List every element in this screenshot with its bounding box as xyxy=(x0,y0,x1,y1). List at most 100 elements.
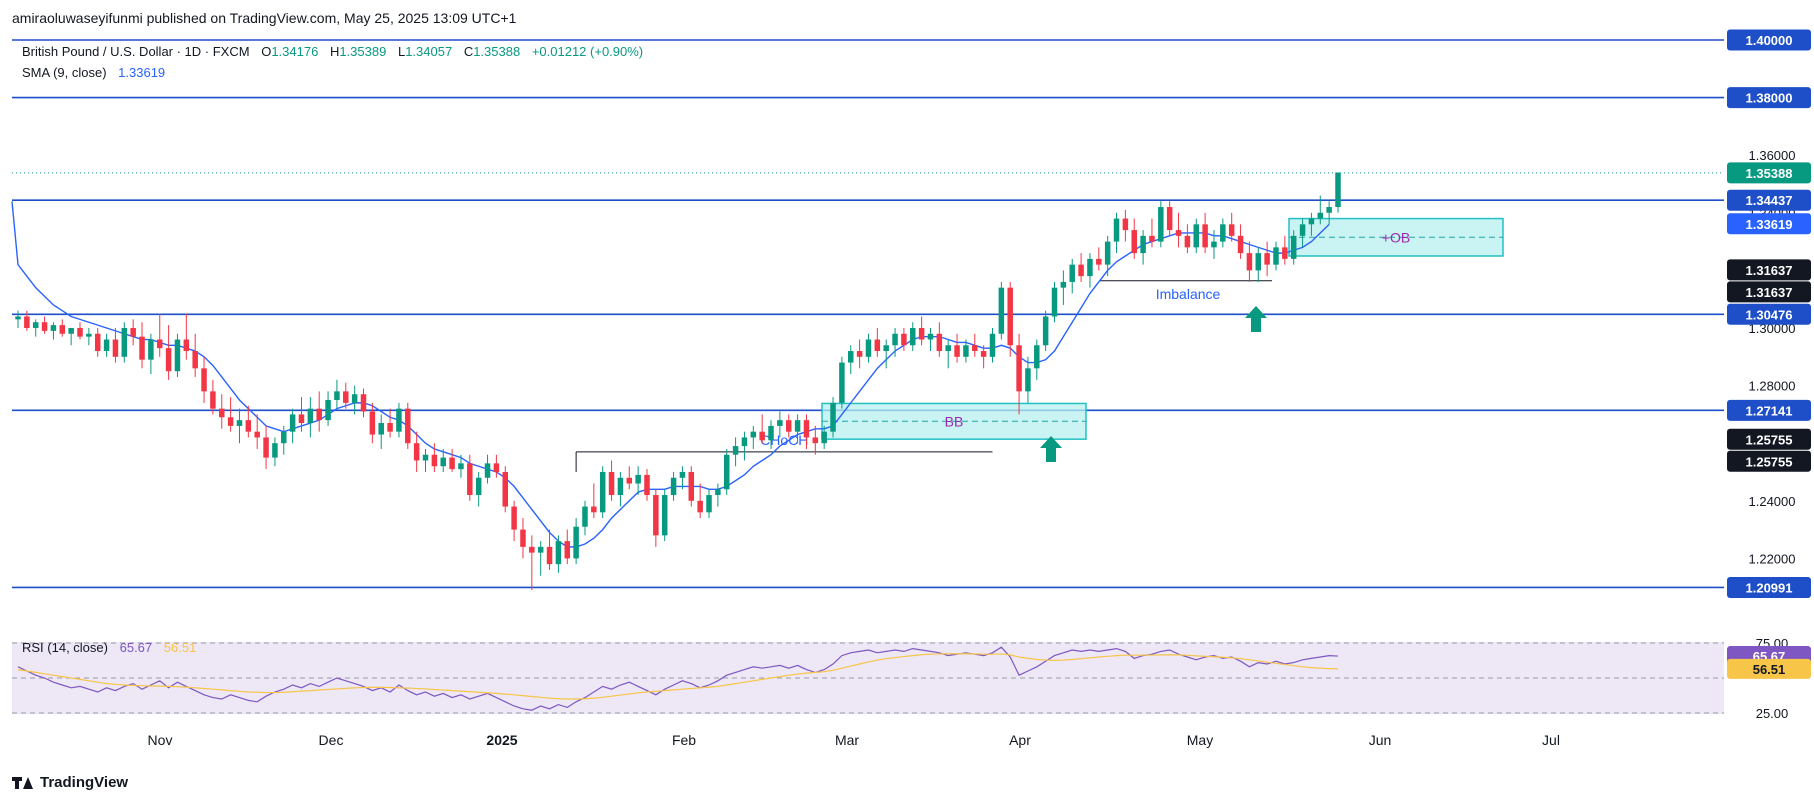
candle xyxy=(1299,218,1306,248)
candle-body xyxy=(785,420,792,432)
tradingview-brand: TradingView xyxy=(12,774,128,791)
rsi-ma-value-tag-text: 56.51 xyxy=(1753,662,1786,677)
candle-body xyxy=(670,477,677,496)
candle-body xyxy=(121,328,128,357)
candle-body xyxy=(626,477,633,484)
candle-body xyxy=(848,351,854,363)
candle-body xyxy=(1069,264,1075,282)
candle-body xyxy=(972,345,978,352)
rsi-legend: RSI (14, close) 65.67 56.51 xyxy=(22,640,196,655)
level-tag-3-box xyxy=(1727,303,1811,325)
candle-body xyxy=(1051,287,1058,317)
candle xyxy=(954,333,960,363)
candle xyxy=(201,356,207,403)
candle xyxy=(1149,218,1155,248)
candle-body xyxy=(998,287,1005,334)
candle xyxy=(511,500,517,542)
imbalance-tag-a: 1.31637 xyxy=(1727,259,1811,281)
candle-body xyxy=(112,339,119,357)
level-tag-5: 1.20991 xyxy=(1727,576,1811,598)
candle-body xyxy=(360,394,367,412)
candle xyxy=(59,319,66,337)
candle xyxy=(360,388,367,418)
candle-body xyxy=(484,463,491,478)
candle xyxy=(1069,258,1075,294)
time-tick-4: Mar xyxy=(835,732,859,748)
candle-body xyxy=(1131,230,1137,254)
candle-body xyxy=(980,351,987,357)
candle xyxy=(431,443,438,472)
sma-label: SMA (9, close) xyxy=(22,65,107,80)
candle xyxy=(653,489,659,547)
candle-body xyxy=(236,420,243,426)
candle xyxy=(121,322,128,363)
level-tag-5-text: 1.20991 xyxy=(1746,580,1793,595)
candle-body xyxy=(520,529,526,547)
candle-body xyxy=(289,414,296,432)
brand-name: TradingView xyxy=(40,774,129,791)
candle-body xyxy=(174,339,181,372)
bb-tag-a-box xyxy=(1727,428,1811,450)
candle xyxy=(281,425,287,455)
candle-body xyxy=(1220,224,1226,242)
rsi-value: 65.67 xyxy=(119,640,153,655)
candle xyxy=(688,466,695,507)
candle xyxy=(325,391,331,426)
candle xyxy=(1202,212,1208,254)
candle-body xyxy=(1113,218,1120,242)
candle xyxy=(1175,212,1182,248)
candle-body xyxy=(564,541,571,559)
up-arrow-icon-imbalance-shape xyxy=(1245,306,1267,332)
symbol-legend: British Pound / U.S. Dollar · 1D · FXCM … xyxy=(22,44,643,59)
candle xyxy=(183,313,190,360)
candle-body xyxy=(688,472,695,501)
up-arrow-icon-imbalance xyxy=(1245,306,1267,332)
candle xyxy=(635,466,641,496)
time-tick-7: Jun xyxy=(1369,732,1392,748)
candle-body xyxy=(298,414,305,424)
candle xyxy=(387,408,393,438)
candle xyxy=(32,319,39,337)
candle xyxy=(785,414,792,438)
candle xyxy=(1042,310,1049,352)
candle-body xyxy=(1282,247,1288,259)
candle-body xyxy=(865,339,872,357)
candle xyxy=(723,448,730,496)
candle xyxy=(413,431,420,472)
candle-body xyxy=(635,474,641,484)
candle xyxy=(174,333,181,377)
level-tag-4-box xyxy=(1727,399,1811,421)
candle-body xyxy=(316,408,322,421)
candle-body xyxy=(732,446,739,455)
last-price-tag-text: 1.35388 xyxy=(1746,166,1793,181)
candle-body xyxy=(24,316,30,328)
candle-body xyxy=(1078,264,1084,277)
candle xyxy=(821,425,827,449)
candle-body xyxy=(1025,368,1031,392)
candle-body xyxy=(653,495,659,536)
candle-body xyxy=(644,474,650,496)
imbalance-label: Imbalance xyxy=(1156,286,1221,302)
candle-body xyxy=(555,541,562,565)
level-tag-0-text: 1.40000 xyxy=(1746,33,1793,48)
candle-body xyxy=(1149,235,1155,242)
candle xyxy=(298,397,305,432)
close-value: 1.35388 xyxy=(473,44,521,59)
candle xyxy=(1122,209,1129,242)
time-tick-3: Feb xyxy=(672,732,696,748)
candle xyxy=(670,472,677,501)
candles-layer xyxy=(15,172,1341,591)
candle xyxy=(1166,201,1173,236)
candle xyxy=(130,319,136,346)
tradingview-logo-icon xyxy=(12,776,34,789)
candle xyxy=(564,529,571,565)
candle-body xyxy=(449,457,455,470)
candle-body xyxy=(1140,235,1146,254)
candle xyxy=(839,356,845,409)
candle xyxy=(1158,201,1164,248)
candle-body xyxy=(493,463,500,472)
price-tick-7: 1.36000 xyxy=(1749,148,1796,163)
candle xyxy=(1078,253,1084,282)
candle-body xyxy=(1166,207,1173,231)
candle xyxy=(918,316,925,346)
